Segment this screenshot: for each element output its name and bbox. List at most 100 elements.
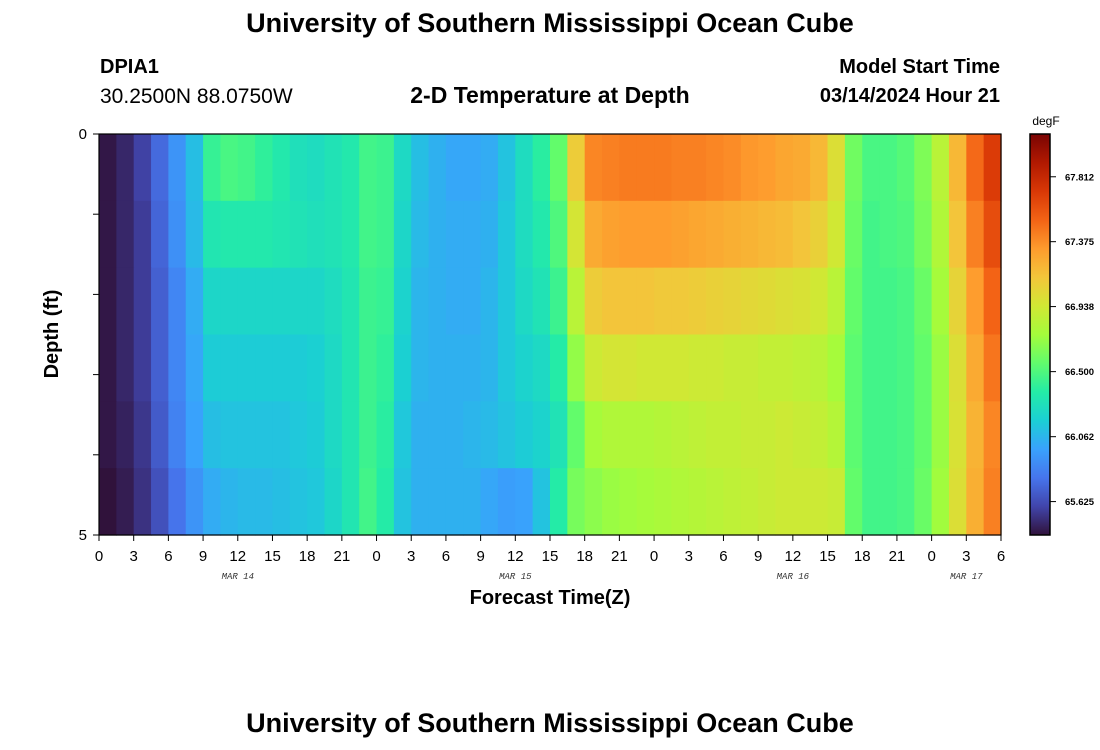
heatmap-cell xyxy=(671,134,690,202)
heatmap-cell xyxy=(411,334,430,402)
heatmap-cell xyxy=(307,200,326,269)
heatmap-cell xyxy=(827,334,846,402)
heatmap-cell xyxy=(307,267,326,336)
heatmap-cell xyxy=(844,134,863,202)
heatmap-cell xyxy=(862,200,881,269)
heatmap-cell xyxy=(758,468,777,536)
date-label: MAR 14 xyxy=(222,572,254,582)
heatmap-cell xyxy=(775,134,794,202)
colorbar-label: 66.938 xyxy=(1065,302,1094,313)
heatmap-cell xyxy=(272,134,291,202)
heatmap-cell xyxy=(983,334,1002,402)
heatmap-cell xyxy=(220,468,239,536)
heatmap-cell xyxy=(151,468,169,536)
heatmap-cell xyxy=(497,468,516,536)
y-tick-label: 0 xyxy=(79,126,87,143)
heatmap-cell xyxy=(914,200,933,269)
heatmap-cell xyxy=(688,334,707,402)
colorbar-label: 67.812 xyxy=(1065,172,1094,183)
heatmap-cell xyxy=(359,200,378,269)
heatmap-cell xyxy=(515,401,534,469)
x-tick-label: 9 xyxy=(199,548,207,565)
heatmap-cell xyxy=(567,334,586,402)
heatmap-cell xyxy=(185,334,204,402)
date-label: MAR 17 xyxy=(950,572,983,582)
heatmap-cell xyxy=(827,401,846,469)
x-tick-label: 15 xyxy=(264,548,281,565)
heatmap-cell xyxy=(758,334,777,402)
heatmap-cell xyxy=(896,267,915,336)
heatmap-cell xyxy=(341,401,360,469)
heatmap-cell xyxy=(359,267,378,336)
heatmap-cell xyxy=(133,334,152,402)
heatmap-cell xyxy=(133,134,152,202)
date-label: MAR 16 xyxy=(777,572,810,582)
heatmap-cell xyxy=(324,134,343,202)
heatmap-cell xyxy=(688,468,707,536)
heatmap-cell xyxy=(983,200,1002,269)
heatmap-cell xyxy=(428,200,447,269)
heatmap-cell xyxy=(237,267,256,336)
heatmap-cell xyxy=(341,134,360,202)
heatmap-cell xyxy=(411,401,430,469)
heatmap-cell xyxy=(203,134,222,202)
heatmap-cell xyxy=(133,468,152,536)
heatmap-cell xyxy=(168,468,187,536)
heatmap-cell xyxy=(844,334,863,402)
x-tick-label: 12 xyxy=(507,548,524,565)
colorbar-ramp xyxy=(1029,133,1051,536)
x-tick-label: 0 xyxy=(372,548,380,565)
heatmap-cell xyxy=(879,468,898,536)
heatmap-cell xyxy=(497,200,516,269)
heatmap-cell xyxy=(151,200,169,269)
x-tick-label: 12 xyxy=(229,548,246,565)
heatmap-cell xyxy=(99,468,117,536)
heatmap-cell xyxy=(532,401,551,469)
y-tick-label: 5 xyxy=(79,527,87,544)
colorbar-label: 65.625 xyxy=(1065,497,1095,508)
heatmap-cell xyxy=(411,134,430,202)
heatmap-cell xyxy=(289,134,308,202)
heatmap-cell xyxy=(758,267,777,336)
heatmap-cell xyxy=(966,267,985,336)
heatmap-cell xyxy=(445,134,464,202)
heatmap-cell xyxy=(948,401,967,469)
heatmap-cell xyxy=(272,200,291,269)
heatmap-cell xyxy=(480,334,499,402)
heatmap-cell xyxy=(428,401,447,469)
x-tick-label: 3 xyxy=(685,548,693,565)
heatmap-cell xyxy=(862,134,881,202)
heatmap-cell xyxy=(636,468,655,536)
heatmap-cell xyxy=(116,267,135,336)
heatmap-cell xyxy=(983,267,1002,336)
heatmap-cell xyxy=(376,401,395,469)
heatmap-cell xyxy=(428,267,447,336)
heatmap-cell xyxy=(272,401,291,469)
heatmap-cell xyxy=(602,401,620,469)
heatmap-cell xyxy=(341,267,360,336)
heatmap-cell xyxy=(497,267,516,336)
plot-subtitle: 2-D Temperature at Depth xyxy=(410,82,690,108)
heatmap-cell xyxy=(515,468,534,536)
heatmap-cell xyxy=(376,468,395,536)
heatmap-cell xyxy=(376,134,395,202)
heatmap-cell xyxy=(966,200,985,269)
heatmap-cell xyxy=(359,468,378,536)
heatmap-cell xyxy=(688,401,707,469)
heatmap-cell xyxy=(688,134,707,202)
heatmap-cell xyxy=(948,334,967,402)
heatmap-cell xyxy=(307,334,326,402)
heatmap-cell xyxy=(706,468,725,536)
heatmap-cell xyxy=(619,401,638,469)
heatmap-cell xyxy=(740,401,759,469)
model-start-label: Model Start Time xyxy=(839,56,1000,78)
heatmap-cell xyxy=(879,401,898,469)
heatmap-cell xyxy=(341,200,360,269)
heatmap-cell xyxy=(931,134,950,202)
x-tick-label: 18 xyxy=(576,548,593,565)
heatmap-cell xyxy=(550,200,568,269)
heatmap-cell xyxy=(636,267,655,336)
heatmap-cell xyxy=(827,468,846,536)
heatmap-cell xyxy=(515,200,534,269)
heatmap-cell xyxy=(688,200,707,269)
